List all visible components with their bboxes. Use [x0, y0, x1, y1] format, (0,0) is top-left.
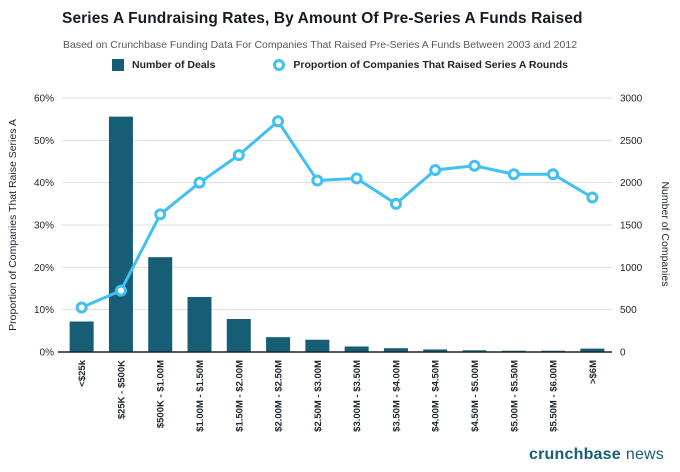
data-point-marker: [350, 172, 363, 185]
brand-logo-crunchbase: crunchbase: [529, 446, 621, 463]
data-point-marker: [507, 168, 520, 181]
bar: [423, 349, 448, 352]
chart-plot: 0% 0 10% 500 20% 1000 30% 1500 40% 2000 50% 2500 60%…: [34, 94, 643, 432]
bar: [305, 339, 330, 352]
data-point-marker: [114, 284, 127, 297]
x-axis-label: $5.00M - $5.50M: [509, 360, 520, 432]
x-axis-label: $3.00M - $3.50M: [352, 360, 363, 432]
x-axis-label: $4.00M - $4.50M: [431, 360, 442, 432]
chart-title: Series A Fundraising Rates, By Amount Of…: [62, 10, 583, 27]
bar: [344, 346, 369, 352]
x-axis-label: $2.50M - $3.00M: [313, 360, 324, 432]
y-axis-tick-label-right: 1000: [620, 263, 643, 274]
data-point-marker: [429, 163, 442, 176]
y-axis-tick-label-left: 60%: [34, 94, 54, 105]
data-point-marker: [232, 149, 245, 162]
y-axis-tick-label-right: 2000: [620, 178, 643, 189]
y-axis-tick-label-right: 500: [620, 305, 637, 316]
x-axis-label: $3.50M - $4.00M: [391, 360, 402, 432]
bar-series-swatch-icon: [111, 59, 124, 71]
legend-label-deals: Number of Deals: [131, 59, 216, 71]
line-series-swatch-icon: [273, 59, 286, 71]
y-axis-tick-label-left: 0%: [40, 348, 55, 359]
y-axis-tick-label-right: 3000: [620, 94, 643, 105]
data-point-marker: [311, 174, 324, 187]
right-axis-title: Number of Companies: [659, 181, 671, 287]
x-axis-label: $5.50M - $6.00M: [549, 360, 560, 432]
y-axis-tick-label-right: 2500: [620, 136, 643, 147]
y-axis-tick-label-right: 1500: [620, 221, 643, 232]
x-axis-label: $1.50M - $2.00M: [234, 360, 245, 432]
data-point-marker: [154, 208, 167, 221]
bar: [148, 257, 173, 352]
data-point-marker: [586, 191, 599, 204]
bar: [108, 116, 133, 352]
data-point-marker: [547, 168, 560, 181]
x-axis-label: $2.00M - $2.50M: [274, 360, 285, 432]
legend-label-proportion: Proportion of Companies That Raised Seri…: [293, 59, 569, 71]
y-axis-tick-label-right: 0: [620, 348, 626, 359]
brand-logo: crunchbase news: [529, 446, 664, 464]
x-axis-label: $1.00M - $1.50M: [195, 360, 206, 432]
y-axis-tick-label-left: 50%: [34, 136, 54, 147]
data-point-marker: [272, 115, 285, 128]
x-axis-label: $4.50M - $5.00M: [470, 360, 481, 432]
y-axis-tick-label-left: 30%: [34, 221, 54, 232]
data-point-marker: [468, 159, 481, 172]
bar: [266, 337, 291, 352]
bar: [580, 348, 605, 352]
data-point-marker: [389, 197, 402, 210]
bar: [187, 296, 212, 352]
x-axis-label: <$25k: [77, 359, 88, 386]
x-axis-label: >$6M: [588, 360, 599, 384]
data-point-marker: [75, 301, 88, 314]
x-axis-label: $25K - $500K: [116, 360, 127, 419]
legend-item-proportion: Proportion of Companies That Raised Seri…: [273, 59, 568, 71]
bar: [462, 350, 487, 352]
bar: [226, 318, 251, 352]
y-axis-tick-label-left: 10%: [34, 305, 54, 316]
y-axis-tick-label-left: 40%: [34, 178, 54, 189]
chart-subtitle: Based on Crunchbase Funding Data For Com…: [63, 39, 578, 51]
y-axis-tick-label-left: 20%: [34, 263, 54, 274]
left-axis-title: Proportion of Companies That Raise Serie…: [7, 119, 19, 331]
x-axis-label: $500K - $1.00M: [156, 360, 167, 428]
bar: [383, 348, 408, 352]
legend: Number of Deals Proportion of Companies …: [0, 59, 680, 71]
data-point-marker: [193, 176, 206, 189]
trend-line: [80, 119, 594, 310]
bar: [69, 321, 94, 352]
brand-logo-news: news: [625, 446, 664, 463]
legend-item-deals: Number of Deals: [111, 59, 216, 71]
